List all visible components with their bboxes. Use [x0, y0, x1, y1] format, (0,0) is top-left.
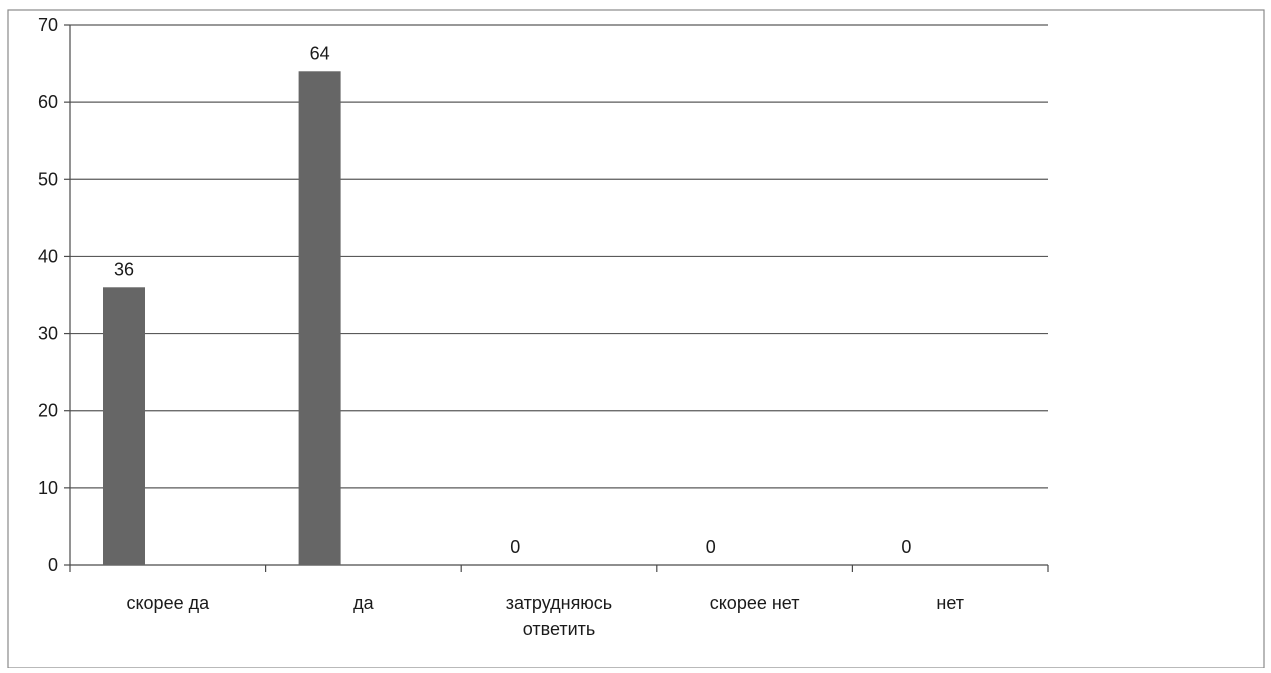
bar: [298, 71, 341, 566]
chart-border: [7, 9, 1265, 669]
data-label: 0: [510, 537, 520, 557]
y-tick-label: 70: [38, 15, 58, 35]
category-label: да: [353, 593, 375, 613]
gridlines: [70, 24, 1048, 489]
category-label: скорее да: [126, 593, 210, 613]
category-label: затрудняюсь: [506, 593, 612, 613]
y-tick-label: 50: [38, 169, 58, 189]
y-tick-label: 40: [38, 246, 58, 266]
category-label: нет: [936, 593, 964, 613]
labels: 0 10 20 30 40 50 60 70 36 скорее да 64 да 0 затрудняю…: [38, 15, 964, 639]
bars: [103, 71, 341, 566]
category-label: скорее нет: [710, 593, 800, 613]
data-label: 0: [706, 537, 716, 557]
y-tick-label: 60: [38, 92, 58, 112]
y-tick-label: 0: [48, 555, 58, 575]
y-tick-label: 10: [38, 478, 58, 498]
data-label: 64: [310, 43, 330, 63]
bar: [103, 287, 145, 565]
axes: [64, 24, 1049, 572]
category-label: ответить: [523, 619, 596, 639]
data-label: 0: [901, 537, 911, 557]
y-tick-label: 20: [38, 401, 58, 421]
y-tick-label: 30: [38, 324, 58, 344]
data-label: 36: [114, 259, 134, 279]
